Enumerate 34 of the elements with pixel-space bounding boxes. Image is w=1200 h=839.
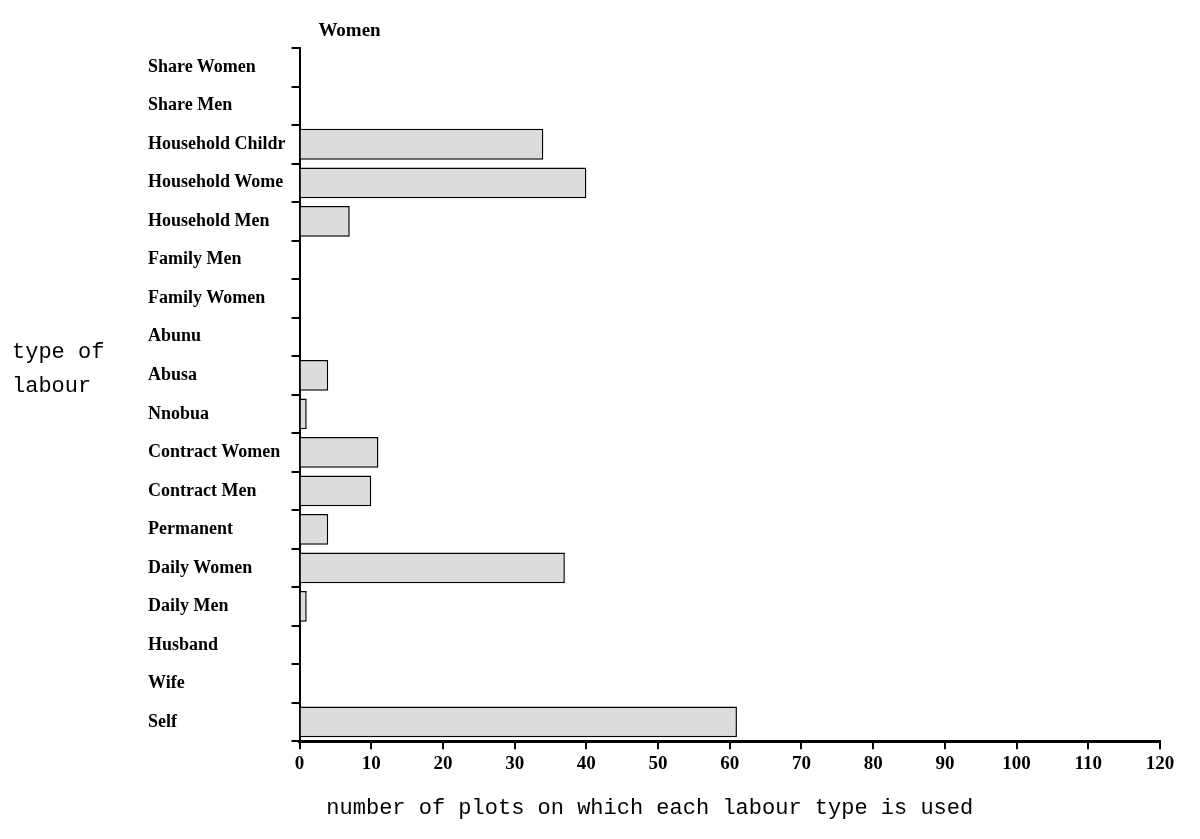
y-tick-label: Household Men xyxy=(148,209,270,230)
y-tick-label: Permanent xyxy=(148,518,233,539)
y-tick-label: Contract Men xyxy=(148,479,257,500)
y-tick-label: Share Men xyxy=(148,94,233,115)
y-tick-label: Abusa xyxy=(148,364,198,384)
y-tick-label: Family Men xyxy=(148,248,242,269)
y-axis-title: type of labour xyxy=(12,339,105,399)
x-tick-label: 70 xyxy=(791,751,811,773)
x-tick-label: 20 xyxy=(433,751,453,773)
y-tick-label: Share Women xyxy=(148,55,256,76)
x-axis-title: number of plots on which each labour type is used xyxy=(326,796,974,821)
x-tick-label: 10 xyxy=(361,751,381,773)
y-tick-label: Wife xyxy=(148,672,185,693)
y-tick-label: Household Wome xyxy=(148,171,284,192)
y-tick-label: Daily Women xyxy=(148,556,253,577)
y-tick-label: Self xyxy=(148,710,178,731)
y-tick-label: Contract Women xyxy=(148,441,281,462)
x-tick-label: 50 xyxy=(648,751,668,773)
y-tick-label: Family Women xyxy=(148,286,266,307)
y-tick-label: Household Childr xyxy=(148,132,286,153)
y-tick-label: Daily Men xyxy=(148,595,229,616)
x-tick-label: 100 xyxy=(1002,751,1031,773)
x-tick-label: 30 xyxy=(505,751,525,773)
y-tick-label: Abunu xyxy=(148,325,202,346)
y-tick-label: Nnobua xyxy=(148,402,210,423)
x-tick-label: 60 xyxy=(720,751,740,773)
x-tick-label: 80 xyxy=(863,751,883,773)
y-tick-label: Husband xyxy=(148,633,219,654)
x-tick-label: 120 xyxy=(1145,751,1175,773)
x-tick-label: 110 xyxy=(1074,751,1103,773)
chart-title: Women xyxy=(318,19,382,40)
x-tick-label: 0 xyxy=(294,751,305,773)
x-tick-label: 90 xyxy=(935,751,955,773)
x-tick-label: 40 xyxy=(576,751,596,773)
